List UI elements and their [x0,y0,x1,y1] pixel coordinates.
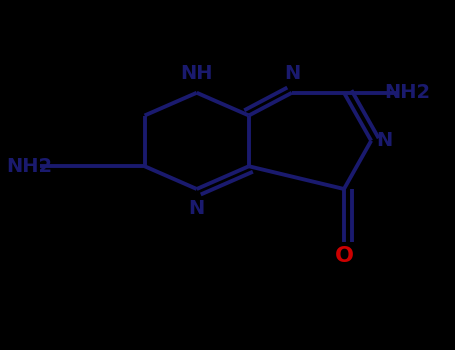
Text: N: N [189,199,205,218]
Text: NH2: NH2 [384,83,430,102]
Text: NH: NH [181,64,213,83]
Text: N: N [284,64,300,83]
Text: O: O [334,246,354,266]
Text: NH2: NH2 [6,157,52,176]
Text: N: N [377,131,393,150]
